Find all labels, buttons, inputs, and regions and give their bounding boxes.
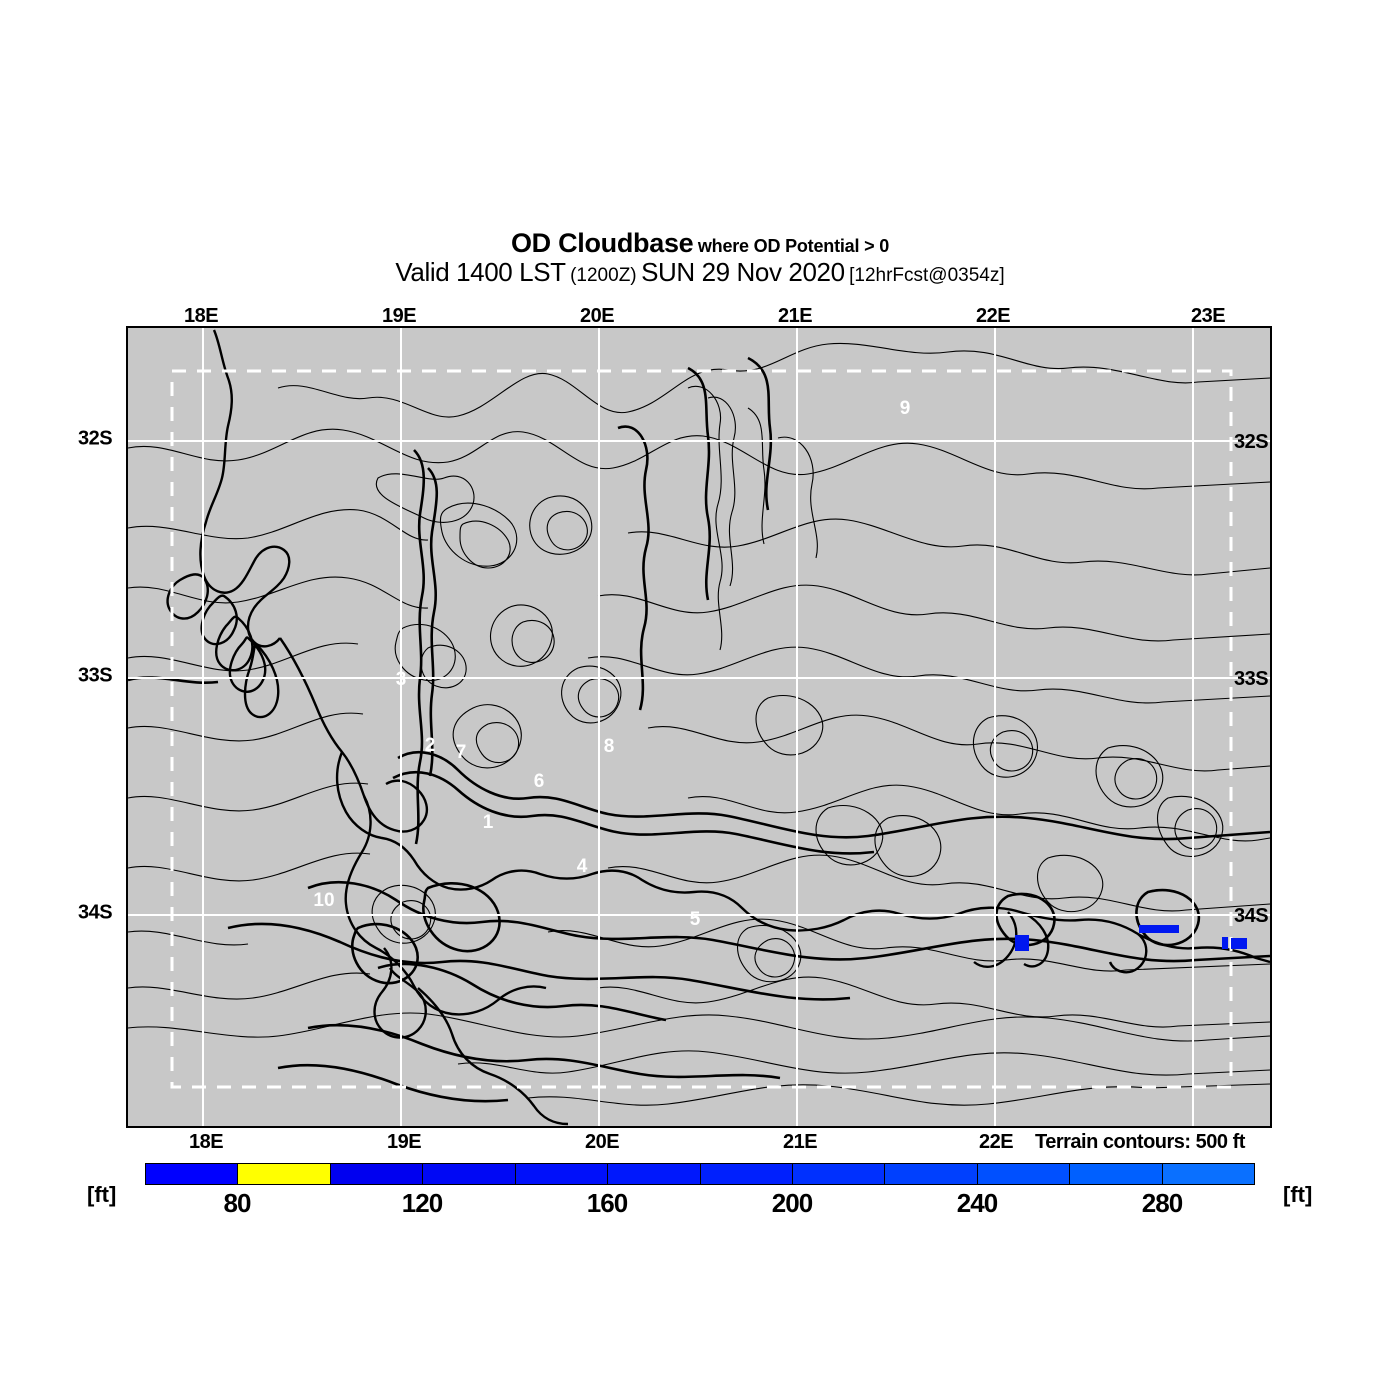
colorbar-segment-60-80 — [146, 1164, 239, 1184]
colorbar-unit-right: [ft] — [1283, 1182, 1313, 1207]
station-label-6: 6 — [533, 771, 545, 792]
colorbar-segment-260-280 — [1070, 1164, 1163, 1184]
colorbar-segment-280-300 — [1162, 1164, 1255, 1184]
chart-subtitle: Valid 1400 LST (1200Z) SUN 29 Nov 2020 [… — [0, 257, 1400, 288]
lon-label-top-23e: 23E — [1190, 305, 1226, 327]
cloudbase-data-patches — [1015, 925, 1247, 951]
colorbar-tick-80: 80 — [223, 1188, 252, 1218]
title-qualifier: where OD Potential > 0 — [697, 236, 890, 256]
colorbar-tick-240: 240 — [956, 1188, 998, 1218]
station-label-3: 3 — [395, 669, 407, 690]
colorbar-segment-140-160 — [515, 1164, 609, 1184]
map-canvas — [128, 328, 1270, 1126]
lon-label-bottom-22e: 22E — [978, 1131, 1014, 1153]
station-label-8: 8 — [603, 736, 615, 757]
station-label-4: 4 — [576, 856, 588, 877]
subtitle-date: SUN 29 Nov 2020 — [641, 257, 845, 287]
lon-label-bottom-18e: 18E — [188, 1131, 224, 1153]
colorbar-segment-220-240 — [885, 1164, 978, 1184]
colorbar-segment-180-200 — [700, 1164, 793, 1184]
station-label-1: 1 — [482, 812, 494, 833]
subtitle-utc-time: (1200Z) — [570, 265, 637, 286]
terrain-contour-note: Terrain contours: 500 ft — [1035, 1131, 1245, 1153]
colorbar-tick-160: 160 — [586, 1188, 628, 1218]
colorbar-unit-left: [ft] — [87, 1182, 117, 1207]
lon-label-top-20e: 20E — [579, 305, 615, 327]
lon-label-bottom-21e: 21E — [782, 1131, 818, 1153]
station-label-5: 5 — [689, 909, 701, 930]
colorbar-tick-120: 120 — [401, 1188, 443, 1218]
terrain-contours-thick — [128, 356, 1270, 1103]
coastline — [166, 329, 1270, 1126]
colorbar[interactable] — [145, 1163, 1255, 1185]
title-main: OD Cloudbase — [510, 228, 694, 258]
station-label-10: 10 — [313, 890, 335, 911]
lon-label-top-22e: 22E — [975, 305, 1011, 327]
colorbar-segment-240-260 — [977, 1164, 1071, 1184]
lat-label-right-34s: 34S — [1234, 905, 1269, 927]
graticule-lines — [128, 328, 1270, 1126]
colorbar-segment-120-140 — [423, 1164, 516, 1184]
colorbar-segment-160-180 — [608, 1164, 701, 1184]
model-domain-box — [170, 369, 1233, 1089]
station-label-7: 7 — [455, 742, 467, 763]
lon-label-top-19e: 19E — [381, 305, 417, 327]
lat-label-right-33s: 33S — [1234, 668, 1269, 690]
subtitle-valid-time: Valid 1400 LST — [395, 257, 566, 287]
subtitle-forecast-tag: [12hrFcst@0354z] — [849, 265, 1005, 286]
lat-label-left-33s: 33S — [78, 664, 113, 687]
lon-label-top-18e: 18E — [183, 305, 219, 327]
chart-title: OD Cloudbase where OD Potential > 0 — [0, 228, 1400, 259]
colorbar-segment-80-100 — [238, 1164, 331, 1184]
colorbar-segment-100-120 — [330, 1164, 424, 1184]
station-label-9: 9 — [899, 398, 911, 419]
lat-label-right-32s: 32S — [1234, 431, 1269, 453]
lon-label-top-21e: 21E — [777, 305, 813, 327]
lat-label-left-34s: 34S — [78, 901, 113, 924]
station-label-2: 2 — [424, 735, 436, 756]
lon-label-bottom-19e: 19E — [386, 1131, 422, 1153]
colorbar-tick-280: 280 — [1141, 1188, 1183, 1218]
colorbar-tick-200: 200 — [771, 1188, 813, 1218]
lat-label-left-32s: 32S — [78, 427, 113, 450]
lon-label-bottom-20e: 20E — [584, 1131, 620, 1153]
map-panel[interactable]: 9 3 2 8 7 6 1 4 10 5 32S 33S 34S — [126, 326, 1272, 1128]
terrain-contours-thin — [128, 342, 1270, 1106]
colorbar-segment-200-220 — [792, 1164, 886, 1184]
